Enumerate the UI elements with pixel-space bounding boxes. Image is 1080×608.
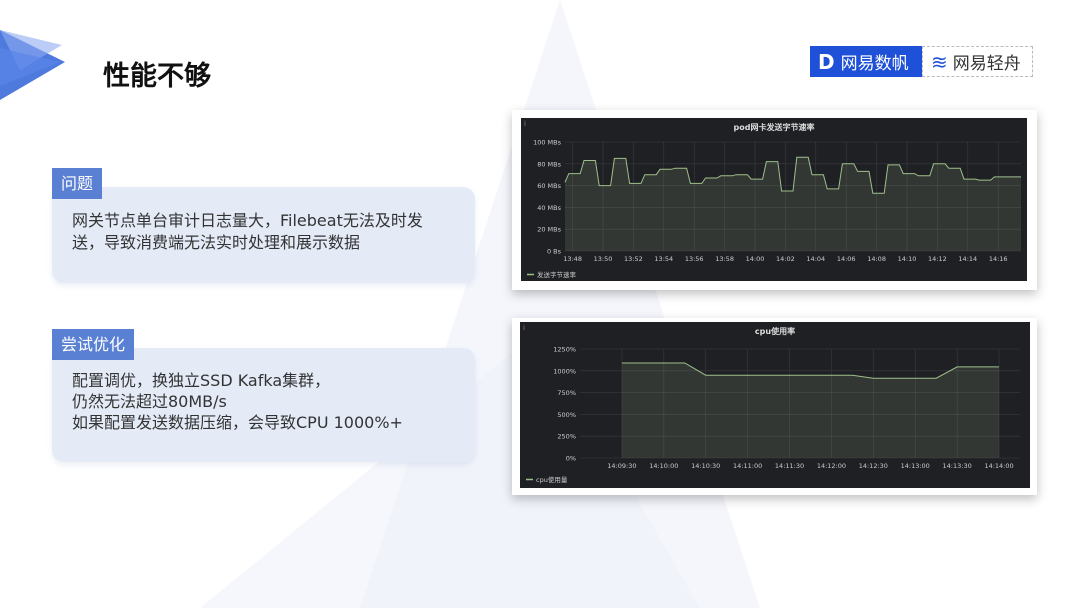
chevron-logo-shape [0,48,60,86]
problem-line: 网关节点单台审计日志量大，Filebeat无法及时发 [72,211,423,230]
x-tick-label: 14:13:30 [943,462,972,470]
logo-left-text: 网易数帆 [840,54,909,74]
info-icon: i [524,120,526,128]
x-tick-label: 14:09:30 [607,462,636,470]
x-tick-label: 14:00 [746,255,765,263]
x-tick-label: 14:04 [806,255,825,263]
chart-card-network: pod网卡发送字节速率 0 Bs 20 MBs 40 MBs 60 MBs 80 MBs 1… [512,110,1037,290]
x-tick-label: 14:13:00 [901,462,930,470]
attempt-line: 如果配置发送数据压缩，会导致CPU 1000%+ [72,413,403,432]
page-title: 性能不够 [103,61,211,92]
x-tick-label: 14:10:30 [691,462,720,470]
y-tick-label: 1000% [553,367,576,375]
y-tick-label: 250% [557,433,576,441]
problem-tag: 问题 [52,168,103,199]
chart-card-cpu: cpu使用率 0% 250% 500% 750% 1000% 1250% 14:09:30 14… [512,318,1037,495]
chart-panel: cpu使用率 0% 250% 500% 750% 1000% 1250% 14:09:30 14… [520,322,1030,488]
x-tick-label: 13:48 [563,255,582,263]
series-area [565,157,1021,251]
x-tick-label: 14:11:00 [733,462,762,470]
x-tick-label: 14:12:30 [859,462,888,470]
legend-label: 发送字节速率 [537,270,577,279]
attempt-line: 配置调优，换独立SSD Kafka集群， [72,371,331,390]
y-tick-label: 0 Bs [547,248,562,256]
netease-shufan-logo: D 网易数帆 [810,46,922,77]
chart-title: pod网卡发送字节速率 [734,122,815,132]
x-tick-label: 14:06 [837,255,856,263]
x-tick-label: 14:11:30 [775,462,804,470]
y-tick-label: 0% [566,455,576,463]
attempt-box: 配置调优，换独立SSD Kafka集群， 仍然无法超过80MB/s 如果配置发送… [52,348,475,462]
series-line [564,156,1021,194]
x-tick-label: 14:12:00 [817,462,846,470]
problem-box: 网关节点单台审计日志量大，Filebeat无法及时发 送，导致消费端无法实时处理… [52,187,475,283]
x-tick-label: 13:58 [715,255,734,263]
x-tick-label: 14:08 [867,255,886,263]
netease-qingzhou-logo: ≋ 网易轻舟 [922,46,1033,77]
info-icon: i [523,324,525,332]
attempt-line: 仍然无法超过80MB/s [72,392,227,411]
legend-label: cpu使用量 [536,475,568,484]
chart-title: cpu使用率 [755,326,795,336]
y-tick-label: 80 MBs [537,160,561,168]
x-tick-label: 14:10:00 [649,462,678,470]
x-tick-label: 13:56 [685,255,704,263]
logo-right-text: 网易轻舟 [952,54,1021,74]
x-tick-label: 14:10 [898,255,917,263]
qingzhou-logo-icon: ≋ [931,49,948,74]
x-tick-label: 14:14 [958,255,977,263]
chart-panel: pod网卡发送字节速率 0 Bs 20 MBs 40 MBs 60 MBs 80 MBs 1… [521,118,1027,281]
y-tick-label: 40 MBs [537,204,561,212]
brand-logos: D 网易数帆 ≋ 网易轻舟 [810,46,1033,77]
x-tick-label: 13:54 [654,255,673,263]
y-tick-label: 20 MBs [537,226,561,234]
problem-line: 送，导致消费端无法实时处理和展示数据 [72,233,361,252]
x-tick-label: 14:12 [928,255,947,263]
y-tick-label: 100 MBs [533,139,562,147]
x-tick-label: 14:02 [776,255,795,263]
y-tick-label: 500% [557,411,576,419]
attempt-tag: 尝试优化 [52,329,135,360]
x-tick-label: 13:52 [624,255,643,263]
x-tick-label: 14:16 [989,255,1008,263]
y-tick-label: 1250% [553,346,576,354]
shufan-logo-icon: D [818,49,835,74]
y-tick-label: 750% [557,389,576,397]
series-line [621,362,999,379]
network-send-rate-chart: pod网卡发送字节速率 0 Bs 20 MBs 40 MBs 60 MBs 80 MBs 1… [524,120,1022,279]
cpu-usage-chart: cpu使用率 0% 250% 500% 750% 1000% 1250% 14:09:30 14… [523,324,1020,484]
series-area [621,363,1000,458]
y-tick-label: 60 MBs [537,182,561,190]
x-tick-label: 13:50 [594,255,613,263]
x-tick-label: 14:14:00 [984,462,1013,470]
